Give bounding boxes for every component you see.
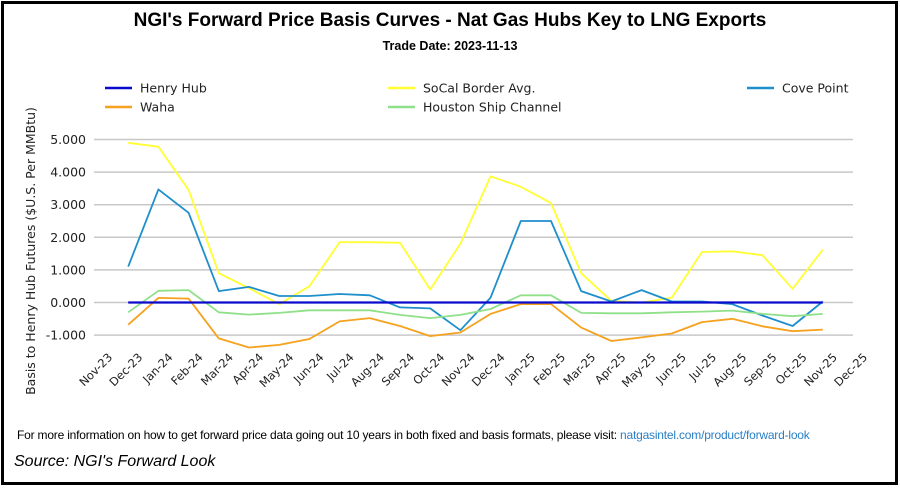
x-tick-label: Dec-23 <box>106 350 145 389</box>
legend-label: SoCal Border Avg. <box>423 81 535 96</box>
x-tick-label: May-24 <box>256 350 296 390</box>
x-tick-label: Dec-25 <box>831 350 870 389</box>
y-tick-label: 2.000 <box>50 230 86 245</box>
source-text: Source: NGI's Forward Look <box>14 453 216 470</box>
x-tick-label: Jun-24 <box>290 350 327 387</box>
legend-label: Cove Point <box>782 81 849 96</box>
legend-item: Waha <box>105 100 175 115</box>
x-tick-label: Sep-24 <box>379 350 418 389</box>
x-tick-label: Jun-25 <box>652 350 689 387</box>
legend-item: SoCal Border Avg. <box>388 81 535 96</box>
footer-note: For more information on how to get forwa… <box>17 428 810 442</box>
x-tick-label: Aug-25 <box>710 350 749 389</box>
y-tick-label: 5.000 <box>50 132 86 147</box>
x-tick-label: May-25 <box>619 350 659 390</box>
legend-item: Houston Ship Channel <box>388 100 561 115</box>
series-line-waha <box>127 296 823 349</box>
legend-item: Henry Hub <box>105 81 207 96</box>
x-tick-label: Feb-24 <box>168 350 206 388</box>
chart-subtitle: Trade Date: 2023-11-13 <box>382 39 518 53</box>
y-tick-label: 0.000 <box>50 295 86 310</box>
y-tick-label: 4.000 <box>50 165 86 180</box>
legend-label: Henry Hub <box>140 81 207 96</box>
x-tick-label: Feb-25 <box>531 350 569 388</box>
y-axis-label: Basis to Henry Hub Futures ($U.S. Per MM… <box>23 107 38 395</box>
forward-look-link[interactable]: natgasintel.com/product/forward-look <box>620 428 810 442</box>
y-tick-label: 3.000 <box>50 197 86 212</box>
series-line-socal-border-avg <box>128 141 824 306</box>
x-tick-label: Mar-24 <box>198 350 236 388</box>
x-tick-label: Mar-25 <box>560 350 598 388</box>
legend-label: Houston Ship Channel <box>423 100 561 115</box>
series-line-houston-ship-channel <box>127 289 823 320</box>
x-tick-label: Sep-25 <box>741 350 780 389</box>
y-tick-label: 1.000 <box>50 262 86 277</box>
chart-title: NGI's Forward Price Basis Curves - Nat G… <box>133 10 767 31</box>
y-tick-label: -1.000 <box>46 328 86 343</box>
footer-note-text: For more information on how to get forwa… <box>17 428 617 442</box>
x-tick-label: Dec-24 <box>469 350 508 389</box>
legend-item: Cove Point <box>747 81 849 96</box>
legend-label: Waha <box>140 100 175 115</box>
x-tick-label: Aug-24 <box>348 350 387 389</box>
